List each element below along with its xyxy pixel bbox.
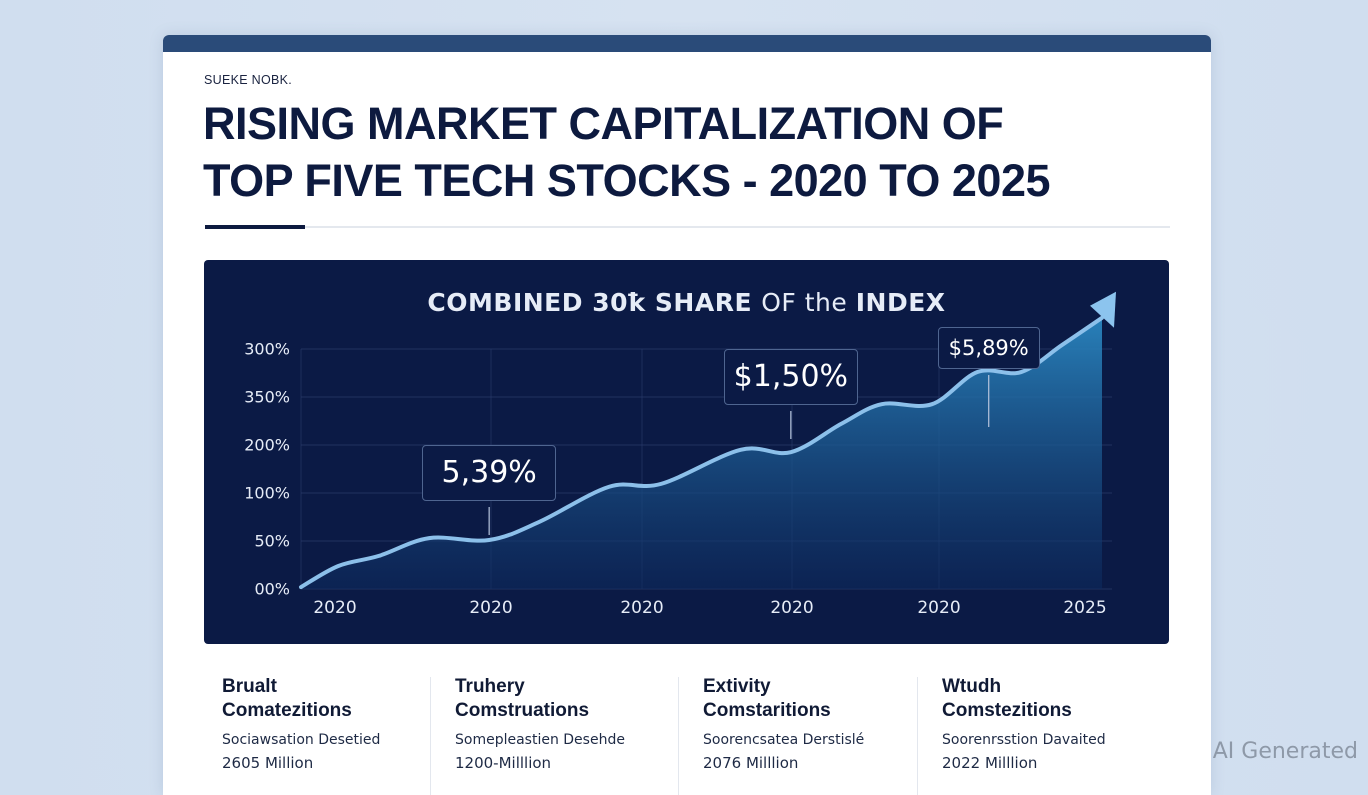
- series-area: [301, 317, 1102, 589]
- stat-heading-line-2: Comstezitions: [942, 700, 1072, 721]
- stats-row: Brualt Comatezitions Sociawsation Deseti…: [163, 665, 1211, 795]
- x-tick-label: 2020: [620, 598, 664, 618]
- x-tick-label: 2020: [469, 598, 513, 618]
- series-line: [299, 315, 1104, 590]
- stat-value: 2076 Milllion: [703, 754, 799, 772]
- chart-title-part-3: INDEX: [855, 288, 946, 317]
- chart-title: COMBINED 30ꝁ SHARE OF the INDEX: [204, 288, 1169, 317]
- trend-arrowhead-icon: [1090, 291, 1116, 328]
- chart-title-part-1: COMBINED 30ꝁ SHARE: [427, 288, 762, 317]
- stat-description: Soorenrsstion Davaited: [942, 732, 1106, 748]
- stat-heading: Truhery Comstruations: [455, 675, 685, 723]
- annotation-label: $1,50%: [723, 349, 858, 405]
- chart-title-part-2: OF the: [761, 288, 856, 317]
- stat-divider: [917, 677, 918, 795]
- stat-divider: [678, 677, 679, 795]
- stat-heading: Brualt Comatezitions: [222, 675, 452, 723]
- stat-description: Soorencsatea Derstislé: [703, 732, 865, 748]
- x-tick-label: 2020: [770, 598, 814, 618]
- stat-heading-line-1: Wtudh: [942, 676, 1002, 697]
- y-tick-label: 200%: [244, 435, 290, 455]
- page-title-line-2: TOP FIVE TECH STOCKS - 2020 TO 2025: [203, 155, 1051, 206]
- annotation-label: $5,89%: [937, 327, 1040, 369]
- infographic-card: SUEKE NOBK. RISING MARKET CAPITALIZATION…: [163, 35, 1211, 795]
- page-title: RISING MARKET CAPITALIZATION OF TOP FIVE…: [203, 95, 1103, 209]
- title-underline-accent: [205, 225, 305, 229]
- x-tick-label: 2025: [1063, 598, 1107, 618]
- stat-value: 2022 Milllion: [942, 754, 1038, 772]
- chart-panel: COMBINED 30ꝁ SHARE OF the INDEX 00% 50% 10…: [204, 260, 1169, 644]
- y-tick-label: 50%: [254, 531, 290, 551]
- stat-heading-line-2: Comstaritions: [703, 700, 831, 721]
- stat-heading-line-2: Comstruations: [455, 700, 590, 721]
- stat-heading-line-2: Comatezitions: [222, 700, 352, 721]
- x-tick-label: 2020: [313, 598, 357, 618]
- x-tick-label: 2020: [917, 598, 961, 618]
- annotation-label: 5,39%: [422, 445, 557, 501]
- stat-value: 2605 Million: [222, 754, 314, 772]
- stat-heading-line-1: Extivity: [703, 676, 771, 697]
- area-chart: [299, 291, 1116, 590]
- stat-column: Extivity Comstaritions Soorencsatea Ders…: [703, 665, 933, 772]
- stat-column: Wtudh Comstezitions Soorenrsstion Davait…: [942, 665, 1172, 772]
- stat-divider: [430, 677, 431, 795]
- y-tick-label: 350%: [244, 387, 290, 407]
- stat-column: Brualt Comatezitions Sociawsation Deseti…: [222, 665, 452, 772]
- stat-heading: Wtudh Comstezitions: [942, 675, 1172, 723]
- y-tick-label: 300%: [244, 339, 290, 359]
- kicker-label: SUEKE NOBK.: [204, 73, 293, 87]
- stat-heading-line-1: Brualt: [222, 676, 277, 697]
- card-top-bar: [163, 35, 1211, 52]
- stat-description: Sociawsation Desetied: [222, 732, 381, 748]
- stat-column: Truhery Comstruations Somepleastien Dese…: [455, 665, 685, 772]
- y-tick-label: 100%: [244, 483, 290, 503]
- title-divider: [305, 226, 1170, 228]
- y-tick-label: 00%: [254, 579, 290, 599]
- stat-heading: Extivity Comstaritions: [703, 675, 933, 723]
- page-title-line-1: RISING MARKET CAPITALIZATION OF: [203, 98, 1004, 149]
- stat-heading-line-1: Truhery: [455, 676, 525, 697]
- ai-generated-watermark: AI Generated: [1212, 739, 1358, 764]
- stat-value: 1200-Milllion: [455, 754, 552, 772]
- stat-description: Somepleastien Desehde: [455, 732, 625, 748]
